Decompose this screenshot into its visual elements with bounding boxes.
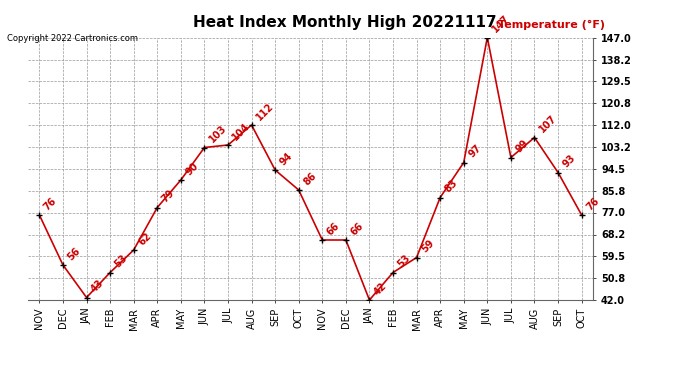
Text: 93: 93 <box>561 153 578 170</box>
Text: Heat Index Monthly High 20221117: Heat Index Monthly High 20221117 <box>193 15 497 30</box>
Text: 79: 79 <box>160 188 177 205</box>
Text: 147: 147 <box>490 13 511 35</box>
Text: 97: 97 <box>466 143 483 160</box>
Text: 43: 43 <box>89 278 106 295</box>
Text: 76: 76 <box>42 196 59 212</box>
Text: 66: 66 <box>325 220 342 237</box>
Text: Copyright 2022 Cartronics.com: Copyright 2022 Cartronics.com <box>7 34 138 43</box>
Text: 94: 94 <box>278 151 295 167</box>
Text: 59: 59 <box>420 238 436 255</box>
Text: 86: 86 <box>302 171 318 187</box>
Text: Temperature (°F): Temperature (°F) <box>497 20 604 30</box>
Text: 90: 90 <box>184 160 200 177</box>
Text: 107: 107 <box>538 113 559 135</box>
Text: 53: 53 <box>396 253 413 270</box>
Text: 104: 104 <box>230 121 252 142</box>
Text: 62: 62 <box>137 231 153 247</box>
Text: 42: 42 <box>372 280 389 297</box>
Text: 103: 103 <box>207 123 228 145</box>
Text: 53: 53 <box>113 253 130 270</box>
Text: 112: 112 <box>255 101 276 122</box>
Text: 76: 76 <box>584 196 601 212</box>
Text: 56: 56 <box>66 246 82 262</box>
Text: 66: 66 <box>348 220 365 237</box>
Text: 83: 83 <box>443 178 460 195</box>
Text: 99: 99 <box>513 138 531 155</box>
